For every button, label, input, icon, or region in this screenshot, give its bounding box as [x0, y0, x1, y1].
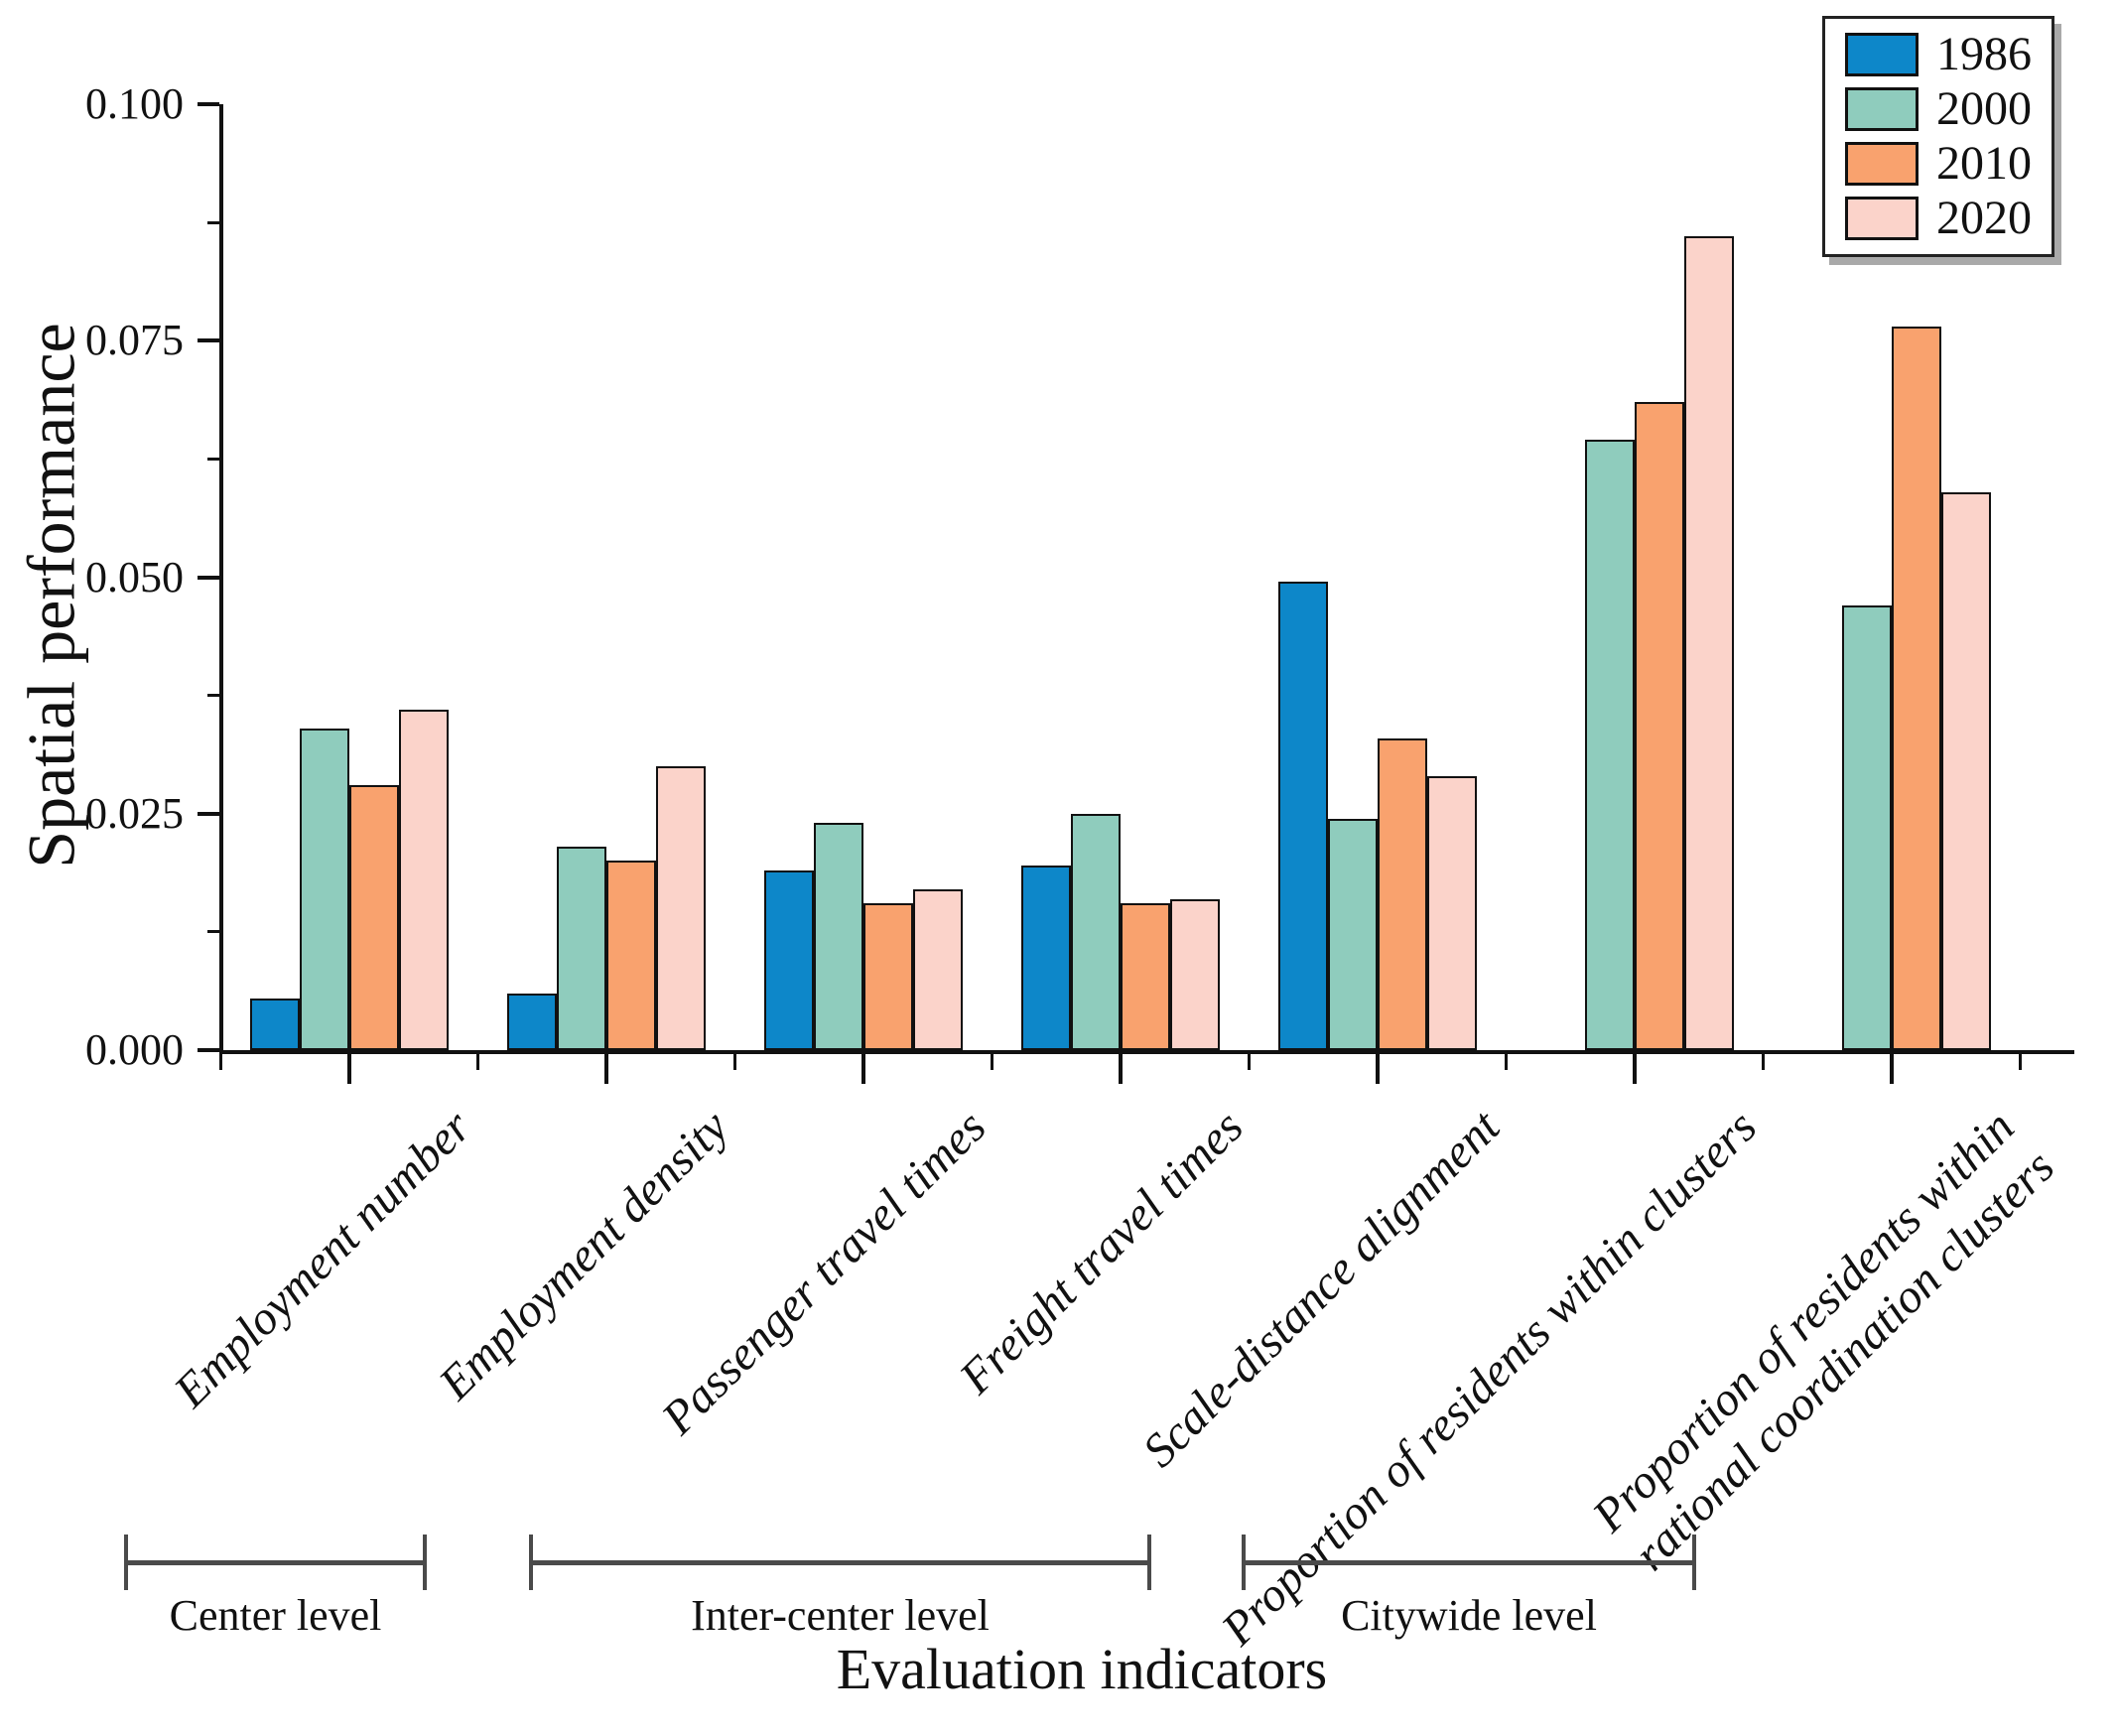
bar-2010 [606, 861, 656, 1050]
legend: 1986 2000 2010 2020 [1822, 16, 2054, 257]
level-bracket-line [529, 1560, 1151, 1565]
legend-label: 2000 [1936, 82, 2032, 135]
bar-2020 [399, 709, 449, 1050]
level-bracket-cap [1147, 1535, 1151, 1590]
bar-2000 [1071, 813, 1121, 1050]
legend-item: 2010 [1845, 140, 2032, 188]
y-minor-tick [207, 220, 219, 224]
legend-label: 2020 [1936, 192, 2032, 244]
legend-item: 1986 [1845, 31, 2032, 78]
bar-1986 [764, 869, 814, 1050]
level-bracket-label: Inter-center level [691, 1591, 990, 1640]
bar-2020 [1170, 898, 1220, 1050]
legend-label: 2010 [1936, 137, 2032, 190]
bar-2010 [1892, 326, 1941, 1050]
level-bracket-cap [1692, 1535, 1696, 1590]
bar-2000 [814, 823, 863, 1050]
level-bracket-line [1242, 1560, 1696, 1565]
bar-2020 [656, 766, 706, 1050]
bar-2000 [1585, 440, 1635, 1050]
x-axis-title: Evaluation indicators [836, 1637, 1328, 1701]
x-tick [347, 1054, 351, 1084]
legend-item: 2020 [1845, 195, 2032, 242]
legend-swatch-1986 [1845, 33, 1919, 76]
x-tick [1890, 1054, 1894, 1084]
x-axis-spine [219, 1050, 2074, 1054]
y-tick-label: 0.025 [85, 788, 184, 838]
x-tick [1376, 1054, 1380, 1084]
bar-2020 [1427, 775, 1477, 1050]
level-bracket-cap [529, 1535, 533, 1590]
x-minor-tick [476, 1054, 479, 1070]
x-tick [604, 1054, 608, 1084]
category-label: Proportion of residents within clusters [1212, 1100, 1768, 1656]
x-minor-tick [1505, 1054, 1508, 1070]
x-tick [1633, 1054, 1637, 1084]
y-minor-tick [207, 457, 219, 461]
y-tick [198, 338, 219, 343]
y-tick-label: 0.075 [85, 316, 184, 365]
y-tick-label: 0.050 [85, 552, 184, 601]
level-bracket-cap [1242, 1535, 1246, 1590]
bar-2010 [863, 903, 913, 1050]
x-tick [861, 1054, 865, 1084]
x-minor-tick [219, 1054, 222, 1070]
bar-2010 [1378, 737, 1427, 1050]
category-label: Proportion of residents within rational … [1582, 1100, 2064, 1581]
y-tick [198, 575, 219, 580]
bar-2010 [349, 785, 399, 1050]
x-minor-tick [733, 1054, 736, 1070]
bar-2000 [557, 847, 606, 1050]
level-bracket-cap [423, 1535, 427, 1590]
bar-1986 [1278, 582, 1328, 1050]
x-minor-tick [1762, 1054, 1765, 1070]
x-minor-tick [1248, 1054, 1251, 1070]
legend-item: 2000 [1845, 85, 2032, 133]
y-tick [198, 1048, 219, 1052]
legend-swatch-2000 [1845, 87, 1919, 131]
bar-2010 [1635, 402, 1684, 1050]
y-tick [198, 811, 219, 816]
x-minor-tick [991, 1054, 993, 1070]
bar-2000 [1328, 818, 1378, 1050]
bar-2020 [1684, 236, 1734, 1050]
y-tick [198, 102, 219, 106]
legend-label: 1986 [1936, 28, 2032, 80]
legend-swatch-2020 [1845, 197, 1919, 240]
bar-2020 [1941, 491, 1991, 1050]
level-bracket-line [124, 1560, 427, 1565]
bar-2020 [913, 888, 963, 1050]
bar-2010 [1121, 903, 1170, 1050]
level-bracket-label: Citywide level [1341, 1591, 1597, 1640]
category-label: Freight travel times [949, 1100, 1254, 1404]
level-bracket-label: Center level [169, 1591, 382, 1640]
bar-1986 [507, 993, 557, 1050]
x-minor-tick [2019, 1054, 2022, 1070]
bar-2000 [300, 728, 349, 1050]
bar-2000 [1842, 605, 1892, 1050]
y-axis-spine [219, 104, 223, 1054]
legend-swatch-2010 [1845, 142, 1919, 186]
y-minor-tick [207, 930, 219, 934]
bar-1986 [1021, 866, 1071, 1050]
x-tick [1119, 1054, 1123, 1084]
bar-1986 [250, 998, 300, 1050]
y-tick-label: 0.100 [85, 79, 184, 128]
level-bracket-cap [124, 1535, 128, 1590]
y-tick-label: 0.000 [85, 1025, 184, 1074]
y-minor-tick [207, 694, 219, 698]
